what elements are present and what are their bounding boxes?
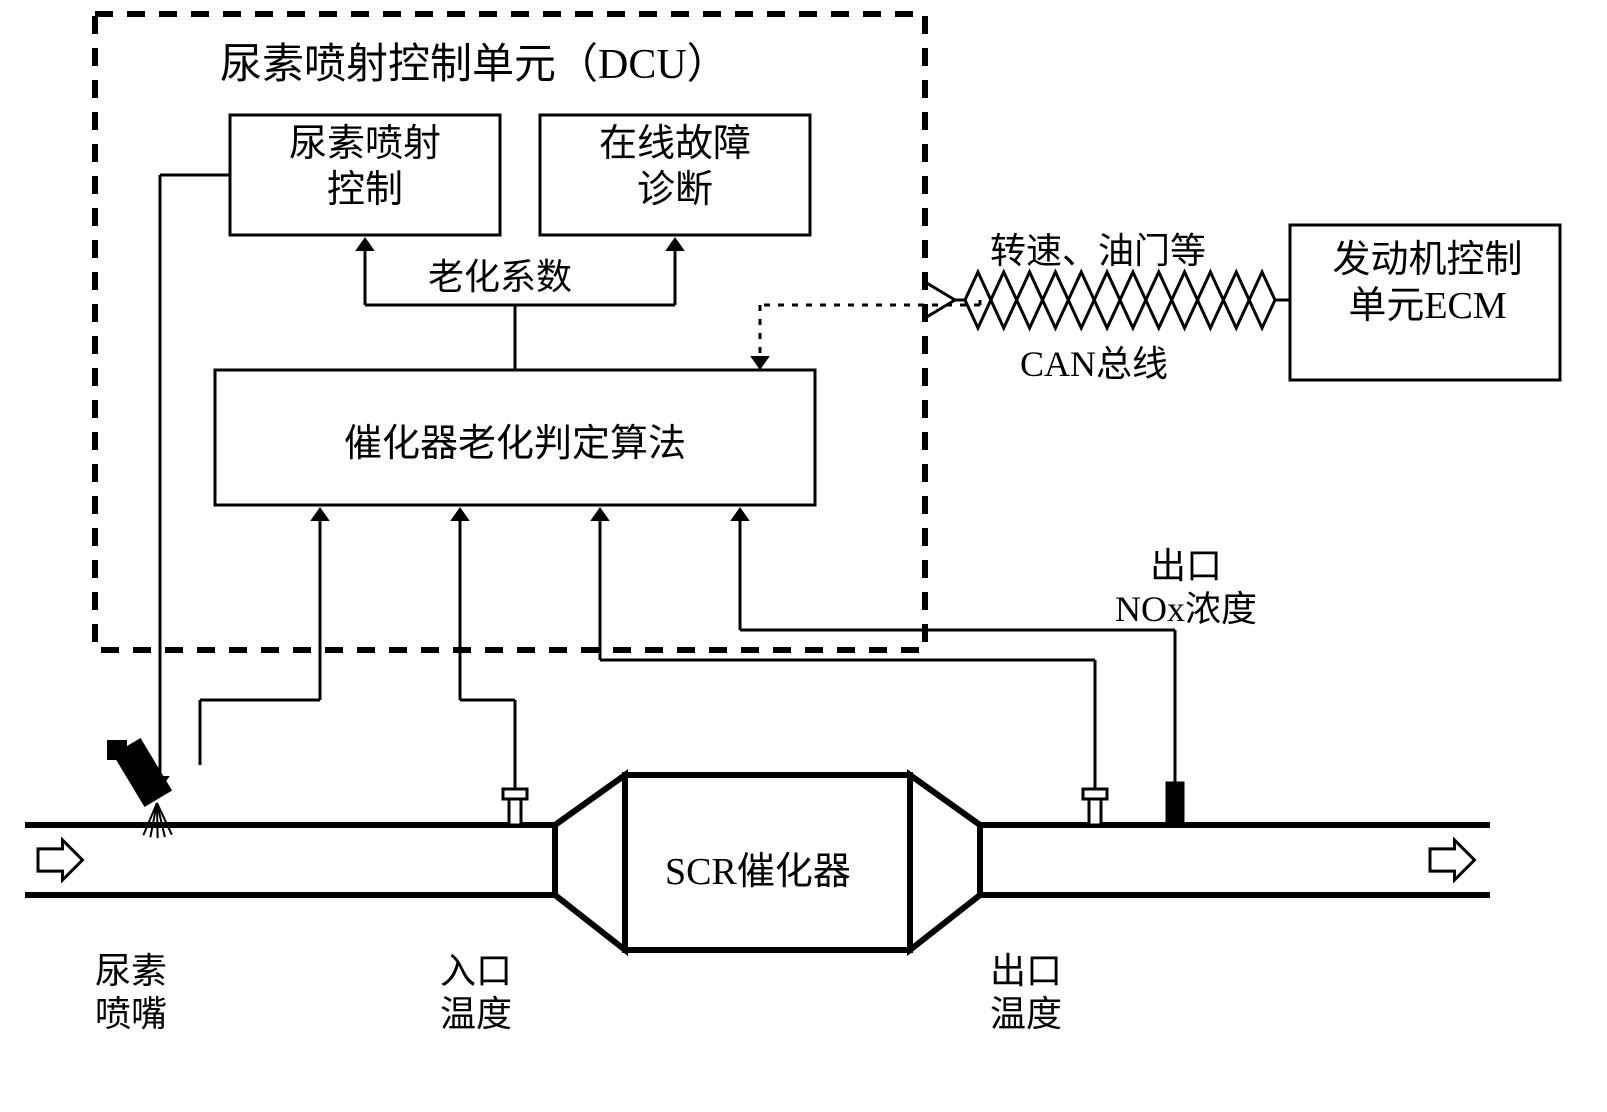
outlet-nox-label: 出口 NOx浓度 xyxy=(1115,545,1257,631)
outlet-temp-l2: 温度 xyxy=(990,994,1062,1034)
urea-nozzle-label: 尿素 喷嘴 xyxy=(95,950,167,1036)
fault-diag-line2: 诊断 xyxy=(637,169,713,211)
scr-box-text: SCR催化器 xyxy=(665,840,851,895)
fault-diag-box-text: 在线故障 诊断 xyxy=(565,122,785,213)
can-top-label: 转速、油门等 xyxy=(990,222,1206,274)
inlet-temp-label: 入口 温度 xyxy=(440,950,512,1036)
can-bottom-label: CAN总线 xyxy=(1020,335,1168,387)
urea-control-line2: 控制 xyxy=(327,169,403,211)
outlet-temp-l1: 出口 xyxy=(990,951,1062,991)
aging-algo-box-text: 催化器老化判定算法 xyxy=(265,412,765,467)
outlet-nox-l2: NOx浓度 xyxy=(1115,589,1257,629)
ecm-line2: 单元ECM xyxy=(1348,285,1506,327)
urea-control-box-text: 尿素喷射 控制 xyxy=(255,122,475,213)
fault-diag-line1: 在线故障 xyxy=(599,123,751,165)
inlet-temp-l2: 温度 xyxy=(440,994,512,1034)
outlet-nox-l1: 出口 xyxy=(1150,546,1222,586)
urea-control-line1: 尿素喷射 xyxy=(289,123,441,165)
dcu-title: 尿素喷射控制单元（DCU） xyxy=(220,30,729,91)
inlet-temp-l1: 入口 xyxy=(440,951,512,991)
diagram-canvas xyxy=(0,0,1607,1112)
aging-coeff-label: 老化系数 xyxy=(428,248,572,300)
urea-nozzle-l1: 尿素 xyxy=(95,951,167,991)
ecm-line1: 发动机控制 xyxy=(1332,239,1522,281)
ecm-box-text: 发动机控制 单元ECM xyxy=(1300,238,1555,329)
outlet-temp-label: 出口 温度 xyxy=(990,950,1062,1036)
urea-nozzle-l2: 喷嘴 xyxy=(95,994,167,1034)
